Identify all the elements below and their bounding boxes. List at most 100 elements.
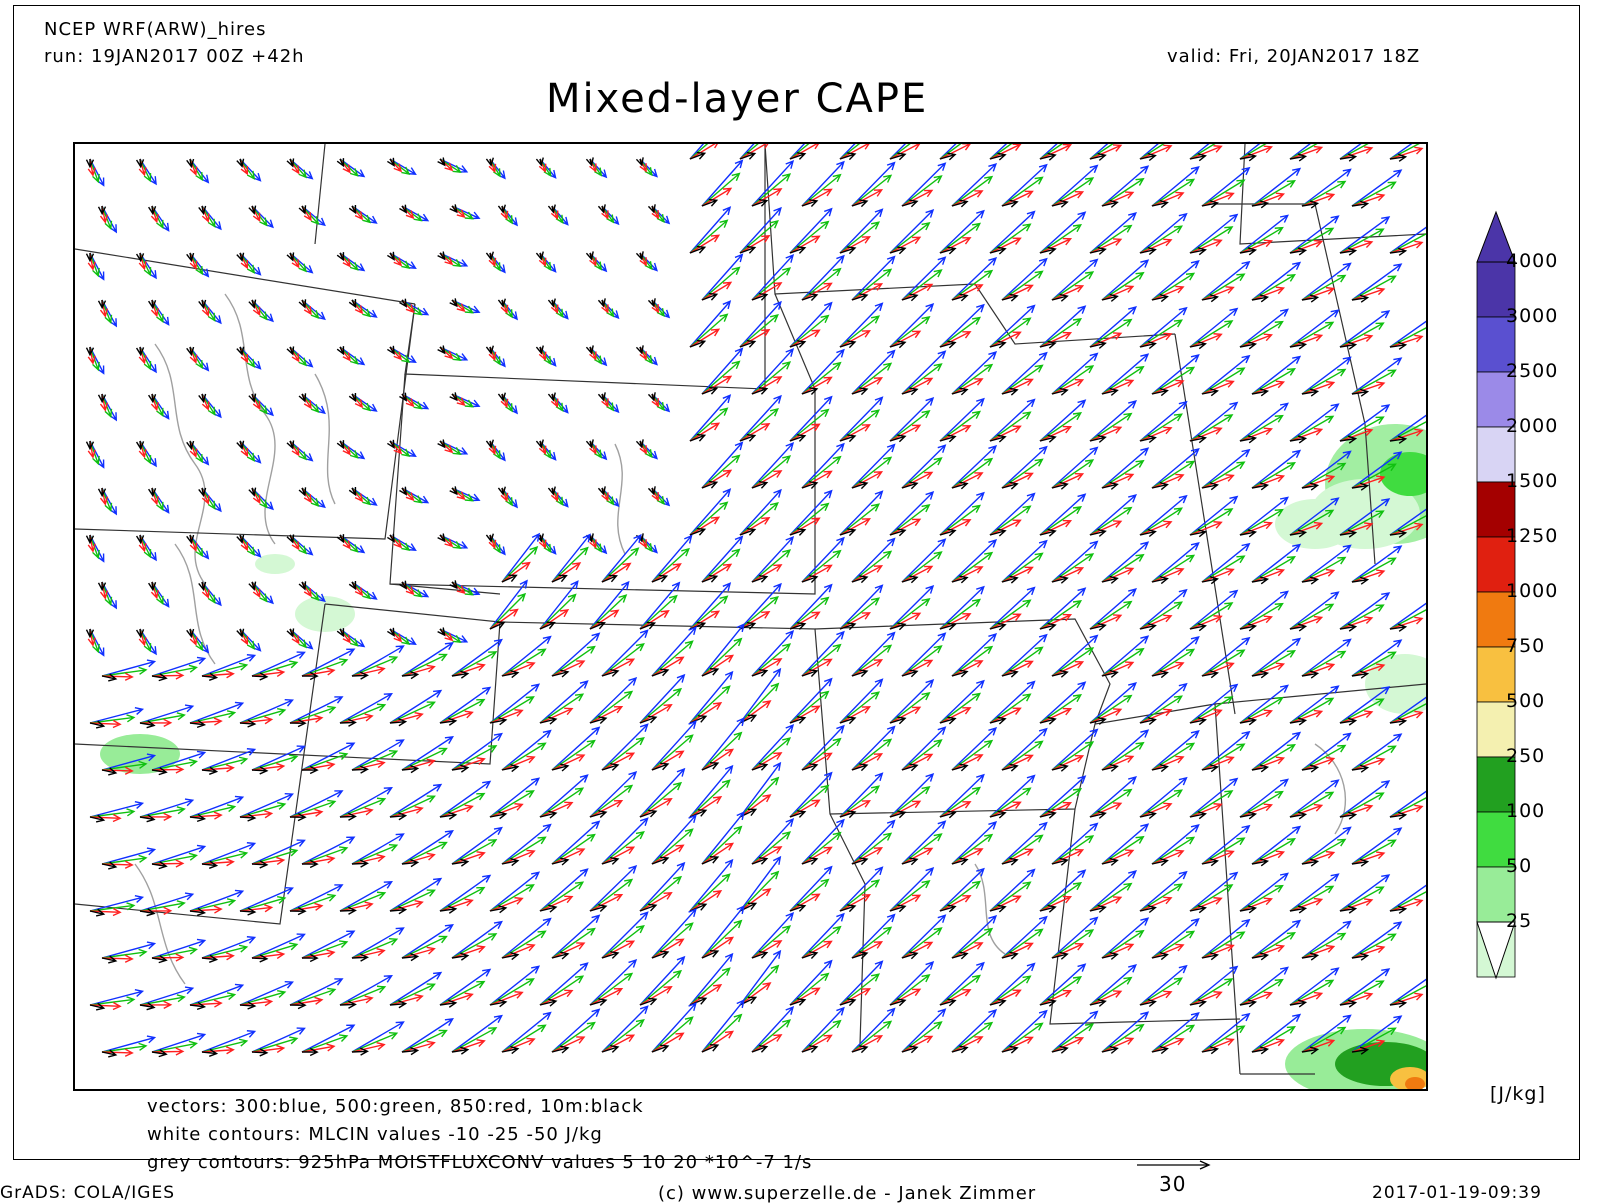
wind-vector [751,267,792,301]
wind-vector [489,790,535,818]
wind-vector [389,1000,408,1009]
wind-vector [1289,247,1308,256]
wind-vector [1189,602,1234,630]
wind-vector [139,704,195,724]
wind-vector [851,669,869,678]
wind-vector [939,528,957,537]
wind-vector [951,472,984,489]
wind-vector [1189,529,1207,538]
wind-vector [1201,542,1251,583]
wind-vector [1301,858,1320,867]
wind-vector [1139,246,1157,256]
wind-vector [1351,851,1386,865]
wind-vector [789,502,830,536]
wind-vector [1189,333,1223,348]
wind-vector [1039,331,1073,348]
wind-vector [1239,402,1289,442]
wind-vector [1289,615,1324,630]
wind-vector [1089,152,1107,161]
wind-vector [1339,992,1374,1006]
colorbar-swatch [1476,811,1516,868]
wind-vector [539,810,558,819]
wind-vector [1139,870,1188,912]
wind-vector [901,1045,919,1054]
wind-vector [1039,211,1087,254]
wind-vector [451,757,486,771]
wind-vector [951,754,984,771]
wind-vector [1389,905,1408,914]
wind-vector [201,672,219,681]
wind-vector [351,645,405,677]
wind-vector [89,706,145,724]
wind-vector [689,764,734,818]
run-info: run: 19JAN2017 00Z +42h [44,46,305,67]
wind-vector [1001,754,1034,771]
wind-vector [1351,294,1370,303]
wind-vector [689,144,718,160]
wind-vector [839,528,857,537]
wind-vector [901,350,947,395]
wind-vector [151,859,185,868]
wind-vector [1339,710,1374,724]
wind-vector [889,773,935,818]
wind-vector [1039,493,1087,536]
wind-vector [289,714,324,724]
wind-vector [739,144,759,160]
wind-vector [1289,803,1324,818]
wind-vector [251,745,306,771]
wind-vector [1301,192,1336,207]
wind-vector [901,256,947,301]
wind-vector [439,898,474,912]
wind-vector [951,914,998,959]
wind-vector [589,770,638,818]
wind-vector [1039,895,1073,912]
wind-vector [651,734,694,771]
wind-vector [989,975,1032,1006]
wind-vector [889,491,935,536]
wind-vector [251,933,306,959]
wind-vector [901,481,919,490]
wind-vector [251,672,269,681]
wind-vector [901,763,919,772]
wind-vector [501,943,536,959]
wind-vector [651,574,669,583]
wind-vector [89,996,136,1006]
wind-vector [535,439,544,449]
wind-vector [889,785,931,818]
wind-vector [639,997,658,1006]
wind-vector [951,1045,969,1054]
colorbar-swatch [1476,756,1516,813]
wind-vector [1039,425,1073,442]
wind-vector [1201,200,1219,209]
wind-vector [201,1030,257,1053]
wind-vector [689,422,721,442]
wind-vector [689,610,721,630]
wind-vector [1201,850,1235,865]
wind-vector [901,914,947,959]
wind-vector [186,346,195,357]
wind-vector [1301,1014,1352,1053]
wind-vector [1189,144,1216,160]
wind-vector [851,471,884,489]
wind-vector [1339,811,1358,820]
wind-vector [1089,682,1137,724]
wind-vector [1289,591,1340,630]
wind-vector [751,455,792,489]
wind-vector [1139,622,1157,632]
wind-vector [1201,952,1219,961]
wind-vector [751,481,769,489]
wind-vector [801,293,819,301]
site-credit: (c) www.superzelle.de - Janek Zimmer [658,1183,1037,1204]
wind-vector [989,801,1022,818]
wind-vector [239,810,274,819]
wind-vector [801,173,842,207]
wind-vector [585,157,594,167]
wind-vector [236,158,245,168]
wind-vector [901,189,934,207]
wind-vector [1151,858,1169,867]
wind-vector [1189,811,1207,820]
wind-vector [1251,850,1286,865]
wind-vector [1089,400,1137,442]
wind-vector [547,298,556,308]
wind-vector [1351,275,1397,301]
